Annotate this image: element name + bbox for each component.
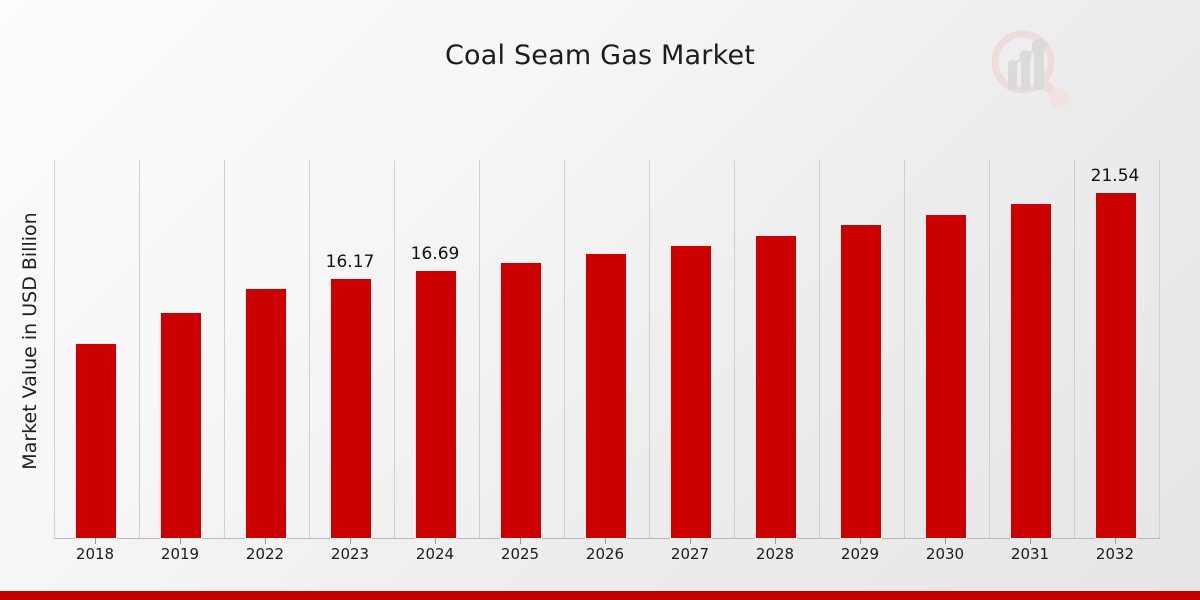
gridline bbox=[819, 160, 820, 538]
x-tick-label-2019: 2019 bbox=[160, 545, 200, 563]
gridline bbox=[139, 160, 140, 538]
x-tick-label-2026: 2026 bbox=[585, 545, 625, 563]
gridline bbox=[54, 160, 55, 538]
x-tick-label-2018: 2018 bbox=[75, 545, 115, 563]
x-tick-mark bbox=[265, 538, 266, 544]
x-tick-label-2031: 2031 bbox=[1010, 545, 1050, 563]
bar-2018[interactable] bbox=[75, 343, 117, 539]
x-tick-mark bbox=[180, 538, 181, 544]
bottom-accent-strip bbox=[0, 591, 1200, 600]
gridline bbox=[479, 160, 480, 538]
y-axis-title: Market Value in USD Billion bbox=[19, 212, 41, 470]
x-tick-label-2024: 2024 bbox=[415, 545, 455, 563]
chart-title: Coal Seam Gas Market bbox=[444, 40, 756, 71]
bar-2028[interactable] bbox=[755, 235, 797, 539]
bar-2032[interactable] bbox=[1095, 192, 1137, 539]
x-tick-mark bbox=[350, 538, 351, 544]
x-tick-mark bbox=[605, 538, 606, 544]
bar-2026[interactable] bbox=[585, 253, 627, 539]
magnifier-bar-chart-logo-icon bbox=[983, 24, 1075, 116]
x-tick-mark bbox=[95, 538, 96, 544]
bar-2027[interactable] bbox=[670, 245, 712, 539]
gridline bbox=[989, 160, 990, 538]
gridline bbox=[649, 160, 650, 538]
x-tick-label-2025: 2025 bbox=[500, 545, 540, 563]
gridline bbox=[734, 160, 735, 538]
x-tick-label-2027: 2027 bbox=[670, 545, 710, 563]
x-tick-mark bbox=[435, 538, 436, 544]
gridline bbox=[904, 160, 905, 538]
x-tick-label-2029: 2029 bbox=[840, 545, 880, 563]
x-tick-label-2023: 2023 bbox=[330, 545, 370, 563]
x-tick-mark bbox=[690, 538, 691, 544]
bar-value-label-2023: 16.17 bbox=[325, 252, 375, 272]
bar-2023[interactable] bbox=[330, 278, 372, 539]
gridline bbox=[1074, 160, 1075, 538]
gridline bbox=[309, 160, 310, 538]
bar-value-label-2032: 21.54 bbox=[1090, 166, 1140, 186]
bar-2031[interactable] bbox=[1010, 203, 1052, 539]
x-tick-mark bbox=[945, 538, 946, 544]
x-tick-mark bbox=[775, 538, 776, 544]
bar-2030[interactable] bbox=[925, 214, 967, 539]
bar-2024[interactable] bbox=[415, 270, 457, 539]
x-tick-label-2032: 2032 bbox=[1095, 545, 1135, 563]
x-tick-label-2030: 2030 bbox=[925, 545, 965, 563]
x-tick-label-2028: 2028 bbox=[755, 545, 795, 563]
x-tick-mark bbox=[860, 538, 861, 544]
bar-2029[interactable] bbox=[840, 224, 882, 539]
gridline bbox=[1159, 160, 1160, 538]
x-tick-label-2022: 2022 bbox=[245, 545, 285, 563]
bar-value-label-2024: 16.69 bbox=[410, 244, 460, 264]
bar-2025[interactable] bbox=[500, 262, 542, 539]
x-tick-mark bbox=[1115, 538, 1116, 544]
bar-2022[interactable] bbox=[245, 288, 287, 539]
gridline bbox=[564, 160, 565, 538]
x-tick-mark bbox=[520, 538, 521, 544]
gridline bbox=[224, 160, 225, 538]
gridline bbox=[394, 160, 395, 538]
plot-area bbox=[54, 160, 1160, 538]
x-tick-mark bbox=[1030, 538, 1031, 544]
bar-2019[interactable] bbox=[160, 312, 202, 539]
